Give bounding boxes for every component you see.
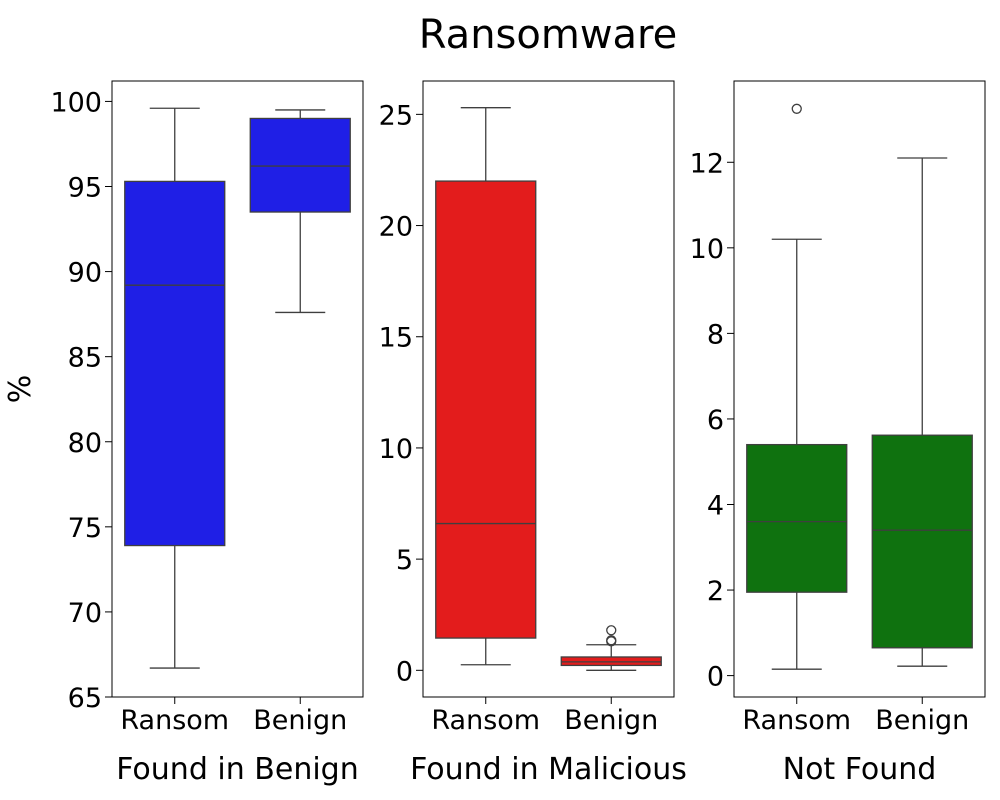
- y-tick-label: 6: [707, 405, 724, 436]
- figure-title: Ransomware: [419, 12, 677, 58]
- box-ransom: [746, 103, 848, 670]
- x-axis-label: Not Found: [783, 752, 937, 787]
- y-tick-label: 0: [707, 662, 724, 693]
- y-tick-label: 65: [68, 683, 102, 714]
- x-tick-label: Benign: [875, 705, 969, 736]
- y-tick-label: 4: [707, 491, 724, 522]
- axes-frame: [422, 80, 675, 698]
- box-benign: [560, 625, 662, 671]
- y-tick-label: 95: [68, 173, 102, 204]
- outlier-point: [791, 103, 802, 114]
- panel-3: 0 2 4 6 8 10 12 Ransom Benign Not Found: [690, 80, 986, 787]
- x-tick-label: Benign: [253, 705, 347, 736]
- box-body: [746, 443, 848, 593]
- y-tick-label: 15: [379, 323, 413, 354]
- y-tick-label: 85: [68, 343, 102, 374]
- y-tick-label: 12: [690, 148, 724, 179]
- box-body: [560, 656, 662, 667]
- y-axis-label: %: [3, 375, 38, 404]
- y-tick-label: 70: [68, 598, 102, 629]
- x-axis-label: Found in Benign: [116, 752, 358, 787]
- x-tick-label: Ransom: [120, 705, 229, 736]
- box-ransom: [435, 107, 537, 666]
- y-tick-label: 20: [379, 212, 413, 243]
- y-tick-label: 10: [379, 434, 413, 465]
- box-benign: [871, 157, 973, 667]
- y-tick-label: 10: [690, 234, 724, 265]
- y-tick-label: 75: [68, 513, 102, 544]
- y-tick-label: 25: [379, 100, 413, 131]
- box-body: [124, 180, 226, 547]
- box-body: [435, 180, 537, 639]
- box-ransom: [124, 107, 226, 669]
- y-tick-label: 8: [707, 319, 724, 350]
- x-axis-label: Found in Malicious: [410, 752, 687, 787]
- y-tick-label: 5: [396, 545, 413, 576]
- x-tick-label: Benign: [564, 705, 658, 736]
- panel-2: 0 5 10 15 20 25 Ransom Benign Found in Malicious: [379, 80, 687, 787]
- axes-frame: [733, 80, 986, 698]
- x-tick-label: Ransom: [431, 705, 540, 736]
- box-body: [871, 434, 973, 649]
- panel-1: 65 70 75 80 85 90 95 100 Ransom Benign Found in Be…: [3, 80, 364, 787]
- box-body: [249, 117, 351, 213]
- outlier-point: [606, 635, 617, 646]
- x-tick-label: Ransom: [742, 705, 851, 736]
- y-tick-label: 90: [68, 258, 102, 289]
- axes-frame: [111, 80, 364, 698]
- y-tick-label: 80: [68, 428, 102, 459]
- y-tick-label: 0: [396, 656, 413, 687]
- y-tick-label: 2: [707, 576, 724, 607]
- outlier-point: [606, 625, 617, 636]
- y-tick-label: 100: [50, 87, 102, 118]
- box-benign: [249, 109, 351, 314]
